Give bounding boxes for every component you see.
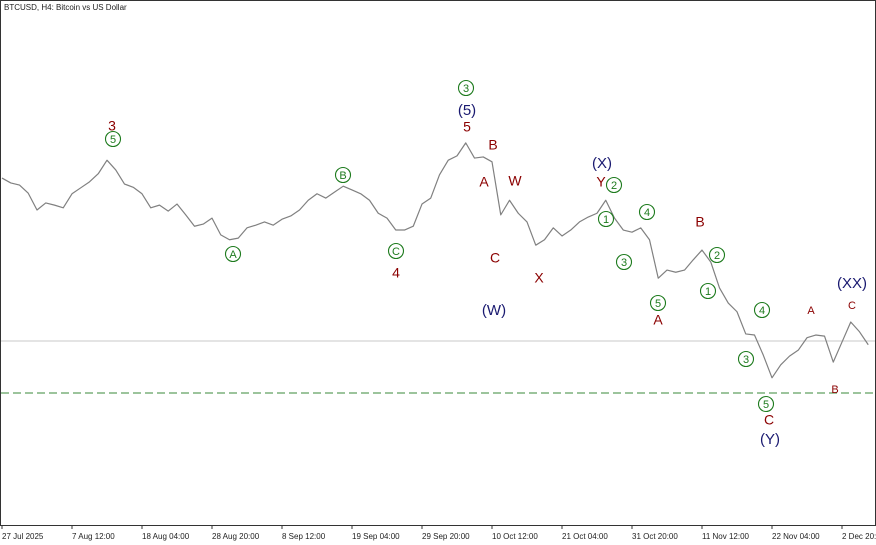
wave-label: B (831, 384, 838, 396)
wave-label: 1 (603, 214, 609, 226)
wave-label: B (695, 214, 704, 230)
wave-label: (W) (482, 302, 506, 319)
wave-ring (597, 210, 615, 228)
wave-ring (104, 130, 122, 148)
x-tick-label: 28 Aug 20:00 (212, 532, 260, 541)
wave-ring (737, 350, 755, 368)
wave-label: C (764, 412, 774, 428)
wave-label: (X) (592, 155, 612, 172)
wave-label: C (392, 246, 400, 258)
x-tick-label: 7 Aug 12:00 (72, 532, 115, 541)
chart-title: BTCUSD, H4: Bitcoin vs US Dollar (4, 3, 127, 12)
wave-label: W (508, 173, 522, 189)
x-tick-label: 27 Jul 2025 (2, 532, 44, 541)
wave-label: 1 (705, 286, 711, 298)
wave-ring (334, 166, 352, 184)
x-tick-label: 21 Oct 04:00 (562, 532, 608, 541)
wave-label: 4 (759, 305, 765, 317)
x-tick-label: 22 Nov 04:00 (772, 532, 820, 541)
wave-label: (Y) (760, 431, 780, 448)
wave-label: 5 (110, 134, 116, 146)
wave-ring (457, 79, 475, 97)
wave-label: X (534, 270, 544, 286)
wave-ring (699, 282, 717, 300)
x-tick-label: 29 Sep 20:00 (422, 532, 470, 541)
wave-label: (5) (458, 102, 476, 119)
wave-label: Y (596, 174, 606, 190)
x-tick-label: 11 Nov 12:00 (702, 532, 750, 541)
wave-label: 3 (108, 118, 116, 134)
wave-label: 3 (743, 354, 749, 366)
wave-label: B (339, 170, 346, 182)
wave-label: 5 (655, 298, 661, 310)
wave-label: C (848, 300, 856, 312)
wave-label: A (229, 249, 237, 261)
wave-ring (615, 253, 633, 271)
wave-ring (708, 246, 726, 264)
wave-label: A (653, 312, 663, 328)
wave-label: 5 (763, 399, 769, 411)
wave-labels: 3 5 A B C 4 3 (5) 5 B A W C (W) X (X) Y … (104, 79, 867, 448)
x-tick-label: 8 Sep 12:00 (282, 532, 326, 541)
wave-label: 5 (463, 119, 471, 135)
wave-ring (605, 176, 623, 194)
x-tick-label: 31 Oct 20:00 (632, 532, 678, 541)
wave-label: 4 (644, 207, 650, 219)
plot-frame (0, 0, 876, 526)
wave-ring (638, 203, 656, 221)
wave-label: C (490, 250, 500, 266)
wave-label: 2 (611, 180, 617, 192)
wave-label: A (479, 174, 489, 190)
wave-ring (757, 395, 775, 413)
wave-ring (649, 294, 667, 312)
wave-label: 4 (392, 265, 400, 281)
wave-ring (753, 301, 771, 319)
wave-ring (224, 245, 242, 263)
x-tick-label: 18 Aug 04:00 (142, 532, 190, 541)
wave-label: 3 (463, 83, 469, 95)
wave-label: 3 (621, 257, 627, 269)
x-tick-label: 19 Sep 04:00 (352, 532, 400, 541)
wave-label: B (488, 137, 497, 153)
wave-ring (387, 242, 405, 260)
wave-label: (XX) (837, 275, 867, 292)
x-tick-label: 2 Dec 20:00 (842, 532, 876, 541)
wave-label: 2 (714, 250, 720, 262)
marks (1, 142, 875, 394)
wave-label: A (807, 305, 815, 317)
x-tick-label: 10 Oct 12:00 (492, 532, 538, 541)
price-line (1, 142, 869, 379)
